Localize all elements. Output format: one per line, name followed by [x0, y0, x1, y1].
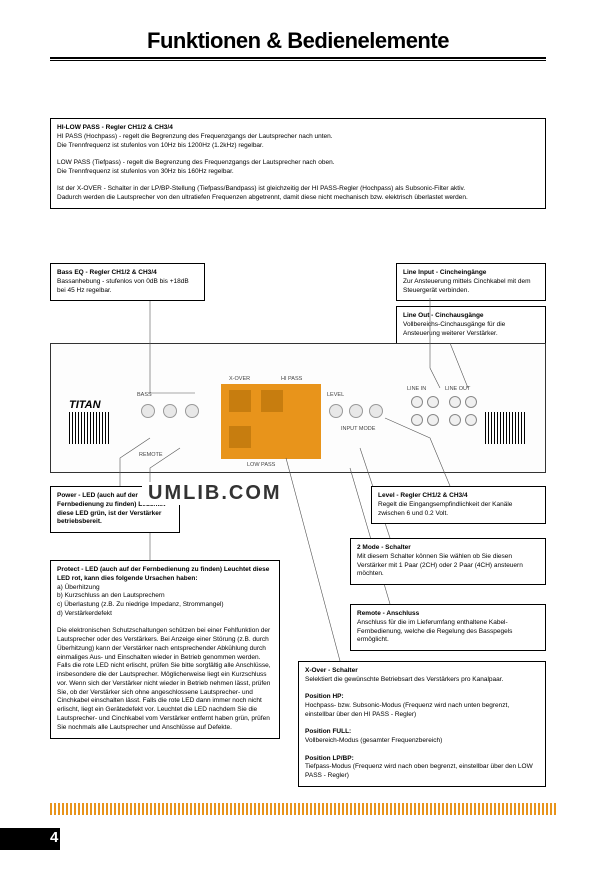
lineout-box: Line Out - Cinchausgänge Vollbereichs-Ci… [396, 306, 546, 344]
text: Die Trennfrequenz ist stufenlos von 30Hz… [57, 168, 234, 175]
rca-jack [465, 396, 477, 408]
hilowpass-box: HI-LOW PASS - Regler CH1/2 & CH3/4 HI PA… [50, 118, 546, 209]
mode-box: 2 Mode - Schalter Mit diesem Schalter kö… [350, 538, 546, 585]
highlight-panel [221, 384, 321, 459]
text: Vollbereichs-Cinchausgänge für die Anste… [403, 321, 505, 337]
amplifier-diagram: TITAN BASS REMOTE X-OVER LOW PASS HI PAS… [50, 343, 546, 473]
basseq-box: Bass EQ - Regler CH1/2 & CH3/4 Bassanheb… [50, 263, 205, 301]
label: LOW PASS [247, 462, 275, 468]
label: X-OVER [229, 376, 250, 382]
basseq-heading: Bass EQ - Regler CH1/2 & CH3/4 [57, 269, 157, 276]
text: HI PASS (Hochpass) - regelt die Begrenzu… [57, 133, 333, 140]
dial [163, 404, 177, 418]
page-number: 4 [50, 829, 58, 846]
label: LINE IN [407, 386, 426, 392]
text: Ist der X-OVER - Schalter in der LP/BP-S… [57, 185, 465, 192]
xover-pos-hp: Position HP: [305, 693, 344, 700]
text: a) Überhitzung [57, 584, 100, 591]
text: Vollbereich-Modus (gesamter Frequenzbere… [305, 737, 442, 744]
text: Selektiert die gewünschte Betriebsart de… [305, 676, 503, 683]
protect-box: Protect - LED (auch auf der Fernbedienun… [50, 560, 280, 739]
text: LOW PASS (Tiefpass) - regelt die Begrenz… [57, 159, 335, 166]
text: c) Überlastung (z.B. Zu niedrige Impedan… [57, 601, 224, 608]
xover-pos-lpbp: Position LP/BP: [305, 755, 354, 762]
dial [369, 404, 383, 418]
watermark: UMLIB.COM [142, 482, 288, 505]
rca-jack [427, 396, 439, 408]
rule-thin [50, 60, 546, 61]
rca-jack [449, 414, 461, 426]
text: b) Kurzschluss an den Lautsprechern [57, 592, 165, 599]
level-box: Level - Regler CH1/2 & CH3/4 Regelt die … [371, 486, 546, 524]
text: Anschluss für die im Lieferumfang enthal… [357, 619, 512, 644]
rca-jack [449, 396, 461, 408]
label: HI PASS [281, 376, 302, 382]
text: Die elektronischen Schutzschaltungen sch… [57, 627, 271, 730]
rca-jack [411, 414, 423, 426]
label: LEVEL [327, 392, 344, 398]
xover-box: X-Over - Schalter Selektiert die gewünsc… [298, 661, 546, 787]
label: BASS [137, 392, 152, 398]
bass-dial [141, 404, 155, 418]
vent-right [485, 412, 527, 444]
lineout-heading: Line Out - Cinchausgänge [403, 312, 484, 319]
linein-box: Line Input - Cincheingänge Zur Ansteueru… [396, 263, 546, 301]
text: Regelt die Eingangsempfindlichkeit der K… [378, 501, 512, 517]
panel-square [229, 390, 251, 412]
page-title: Funktionen & Bedienelemente [50, 28, 546, 54]
panel-square [261, 390, 283, 412]
dial [185, 404, 199, 418]
label: REMOTE [139, 452, 163, 458]
hilowpass-heading: HI-LOW PASS - Regler CH1/2 & CH3/4 [57, 124, 173, 131]
level-dial [329, 404, 343, 418]
text: Dadurch werden die Lautsprecher von den … [57, 194, 468, 201]
text: Mit diesem Schalter können Sie wählen ob… [357, 553, 523, 578]
dial [349, 404, 363, 418]
brand-logo: TITAN [69, 399, 101, 411]
rca-jack [427, 414, 439, 426]
rca-jack [411, 396, 423, 408]
label: INPUT MODE [341, 426, 375, 432]
text: Die Trennfrequenz ist stufenlos von 10Hz… [57, 142, 264, 149]
linein-heading: Line Input - Cincheingänge [403, 269, 486, 276]
rca-jack [465, 414, 477, 426]
level-heading: Level - Regler CH1/2 & CH3/4 [378, 492, 468, 499]
mode-heading: 2 Mode - Schalter [357, 544, 411, 551]
rule-thick [50, 57, 546, 59]
footer-stripe [50, 803, 556, 815]
text: Tiefpass-Modus (Frequenz wird nach oben … [305, 763, 533, 779]
remote-heading: Remote - Anschluss [357, 610, 419, 617]
vent-left [69, 412, 111, 444]
protect-heading: Protect - LED (auch auf der Fernbedienun… [57, 566, 269, 582]
xover-pos-full: Position FULL: [305, 728, 351, 735]
remote-box: Remote - Anschluss Anschluss für die im … [350, 604, 546, 651]
panel-square [229, 426, 251, 448]
text: Bassanhebung - stufenlos von 0dB bis +18… [57, 278, 189, 294]
text: Zur Ansteuerung mittels Cinchkabel mit d… [403, 278, 531, 294]
xover-heading: X-Over - Schalter [305, 667, 358, 674]
label: LINE OUT [445, 386, 470, 392]
text: d) Verstärkerdefekt [57, 610, 112, 617]
text: Hochpass- bzw. Subsonic-Modus (Frequenz … [305, 702, 509, 718]
